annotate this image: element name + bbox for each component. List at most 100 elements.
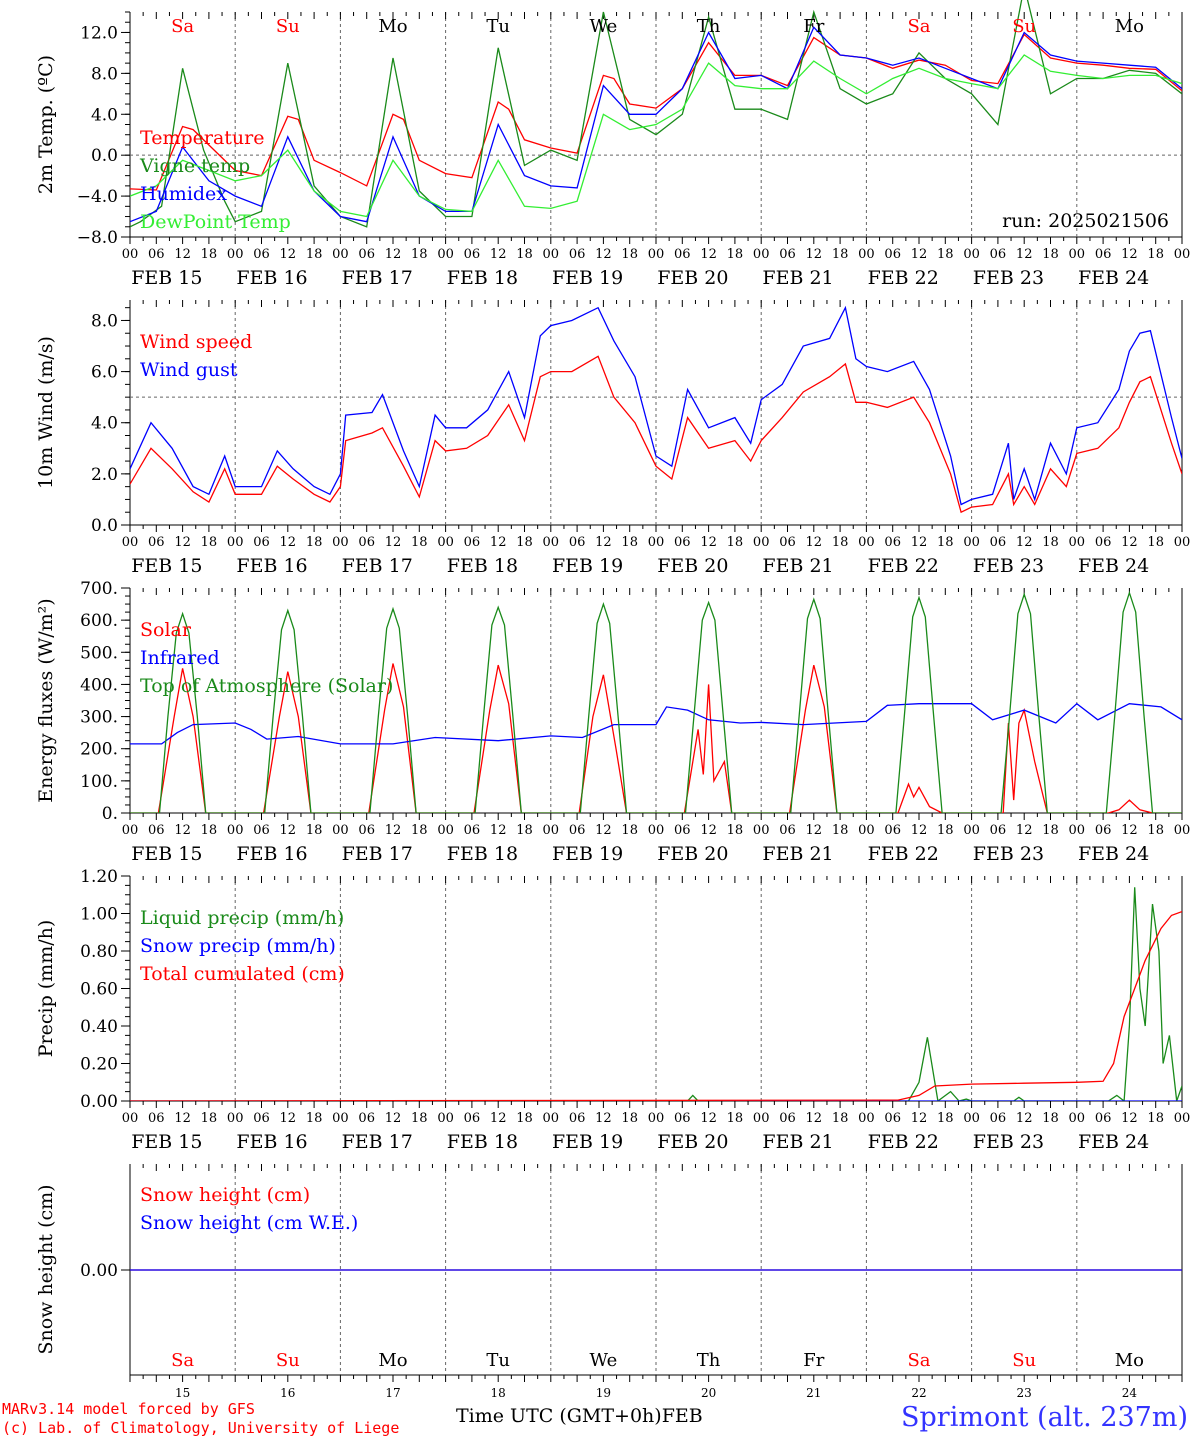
date-label: FEB 24 <box>1078 267 1149 289</box>
hour-tick-label: 00 <box>1069 535 1086 550</box>
date-label: FEB 17 <box>342 555 413 577</box>
day-number: 22 <box>911 1386 926 1400</box>
date-label: FEB 19 <box>552 555 623 577</box>
hour-tick-label: 00 <box>1174 823 1191 838</box>
hour-tick-label: 06 <box>779 247 796 262</box>
y-tick-label: 500. <box>80 643 118 663</box>
hour-tick-label: 06 <box>464 535 481 550</box>
hour-tick-label: 00 <box>543 1111 560 1126</box>
date-label: FEB 20 <box>657 555 728 577</box>
hour-tick-label: 18 <box>832 247 849 262</box>
day-label: Sa <box>171 16 194 37</box>
hour-tick-label: 18 <box>516 247 533 262</box>
y-axis-label: Precip (mm/h) <box>35 920 57 1058</box>
date-label: FEB 15 <box>131 555 202 577</box>
day-number: 15 <box>175 1386 190 1400</box>
hour-tick-label: 06 <box>1095 247 1112 262</box>
x-axis-month: FEB <box>661 1405 703 1427</box>
y-tick-label: 2.0 <box>91 465 118 485</box>
hour-tick-label: 12 <box>174 823 191 838</box>
hour-tick-label: 12 <box>490 823 507 838</box>
hour-tick-label: 06 <box>569 535 586 550</box>
hour-tick-label: 12 <box>1121 535 1138 550</box>
date-label: FEB 22 <box>868 1131 939 1153</box>
hour-tick-label: 18 <box>201 1111 218 1126</box>
hour-tick-label: 18 <box>937 1111 954 1126</box>
series-line <box>130 33 1182 191</box>
day-number: 16 <box>280 1386 295 1400</box>
hour-tick-label: 06 <box>990 247 1007 262</box>
date-label: FEB 19 <box>552 267 623 289</box>
hour-tick-label: 12 <box>806 823 823 838</box>
hour-tick-label: 18 <box>1042 823 1059 838</box>
hour-tick-label: 12 <box>1121 1111 1138 1126</box>
y-tick-label: 300. <box>80 708 118 728</box>
hour-tick-label: 00 <box>437 823 454 838</box>
hour-tick-label: 00 <box>753 247 770 262</box>
hour-tick-label: 00 <box>543 823 560 838</box>
hour-tick-label: 00 <box>122 535 139 550</box>
hour-tick-label: 00 <box>122 1111 139 1126</box>
hour-tick-label: 06 <box>674 823 691 838</box>
hour-tick-label: 06 <box>253 247 270 262</box>
hour-tick-label: 06 <box>569 823 586 838</box>
hour-tick-label: 12 <box>595 823 612 838</box>
y-tick-label: 1.00 <box>80 905 118 925</box>
date-label: FEB 24 <box>1078 555 1149 577</box>
legend-entry: Wind gust <box>140 359 238 381</box>
date-label: FEB 16 <box>236 555 307 577</box>
y-tick-label: 0.60 <box>80 980 118 1000</box>
hour-tick-label: 12 <box>385 1111 402 1126</box>
hour-tick-label: 00 <box>963 247 980 262</box>
day-number: 20 <box>701 1386 716 1400</box>
hour-tick-label: 12 <box>1016 247 1033 262</box>
date-label: FEB 15 <box>131 1131 202 1153</box>
hour-tick-label: 12 <box>1121 823 1138 838</box>
hour-tick-label: 00 <box>437 1111 454 1126</box>
hour-tick-label: 06 <box>148 535 165 550</box>
hour-tick-label: 06 <box>1095 535 1112 550</box>
hour-tick-label: 12 <box>1016 823 1033 838</box>
hour-tick-label: 06 <box>464 1111 481 1126</box>
series-line <box>130 26 1182 223</box>
y-axis-label: 10m Wind (m/s) <box>35 336 57 489</box>
hour-tick-label: 00 <box>1069 823 1086 838</box>
hour-tick-label: 18 <box>516 1111 533 1126</box>
hour-tick-label: 00 <box>227 247 244 262</box>
hour-tick-label: 18 <box>621 823 638 838</box>
hour-tick-label: 18 <box>621 247 638 262</box>
y-axis-label: Energy fluxes (W/m²) <box>35 598 57 802</box>
run-label: run: 2025021506 <box>1002 210 1169 232</box>
date-label: FEB 17 <box>342 1131 413 1153</box>
hour-tick-label: 00 <box>648 823 665 838</box>
series-line <box>130 590 1182 813</box>
hour-tick-label: 06 <box>569 1111 586 1126</box>
hour-tick-label: 18 <box>1147 823 1164 838</box>
hour-tick-label: 06 <box>674 247 691 262</box>
legend-entry: DewPoint Temp <box>140 211 291 233</box>
legend-entry: Snow precip (mm/h) <box>140 935 336 957</box>
y-tick-label: 200. <box>80 740 118 760</box>
hour-tick-label: 06 <box>464 823 481 838</box>
day-label: Fr <box>803 1350 824 1371</box>
day-label: Fr <box>803 16 824 37</box>
legend-entry: Solar <box>140 619 192 641</box>
y-tick-label: 700. <box>80 579 118 599</box>
hour-tick-label: 06 <box>358 247 375 262</box>
day-number: 17 <box>385 1386 400 1400</box>
date-label: FEB 16 <box>236 267 307 289</box>
hour-tick-label: 18 <box>727 535 744 550</box>
hour-tick-label: 18 <box>1042 1111 1059 1126</box>
y-axis-label: 2m Temp. (ºC) <box>35 55 57 194</box>
y-tick-label: 0.80 <box>80 942 118 962</box>
hour-tick-label: 00 <box>753 1111 770 1126</box>
hour-tick-label: 00 <box>227 1111 244 1126</box>
hour-tick-label: 18 <box>516 535 533 550</box>
y-tick-label: 100. <box>80 772 118 792</box>
y-tick-label: 8.0 <box>91 64 118 84</box>
hour-tick-label: 00 <box>963 535 980 550</box>
day-label: Mo <box>1115 1350 1144 1371</box>
hour-tick-label: 06 <box>1095 823 1112 838</box>
hour-tick-label: 06 <box>148 1111 165 1126</box>
hour-tick-label: 00 <box>648 535 665 550</box>
